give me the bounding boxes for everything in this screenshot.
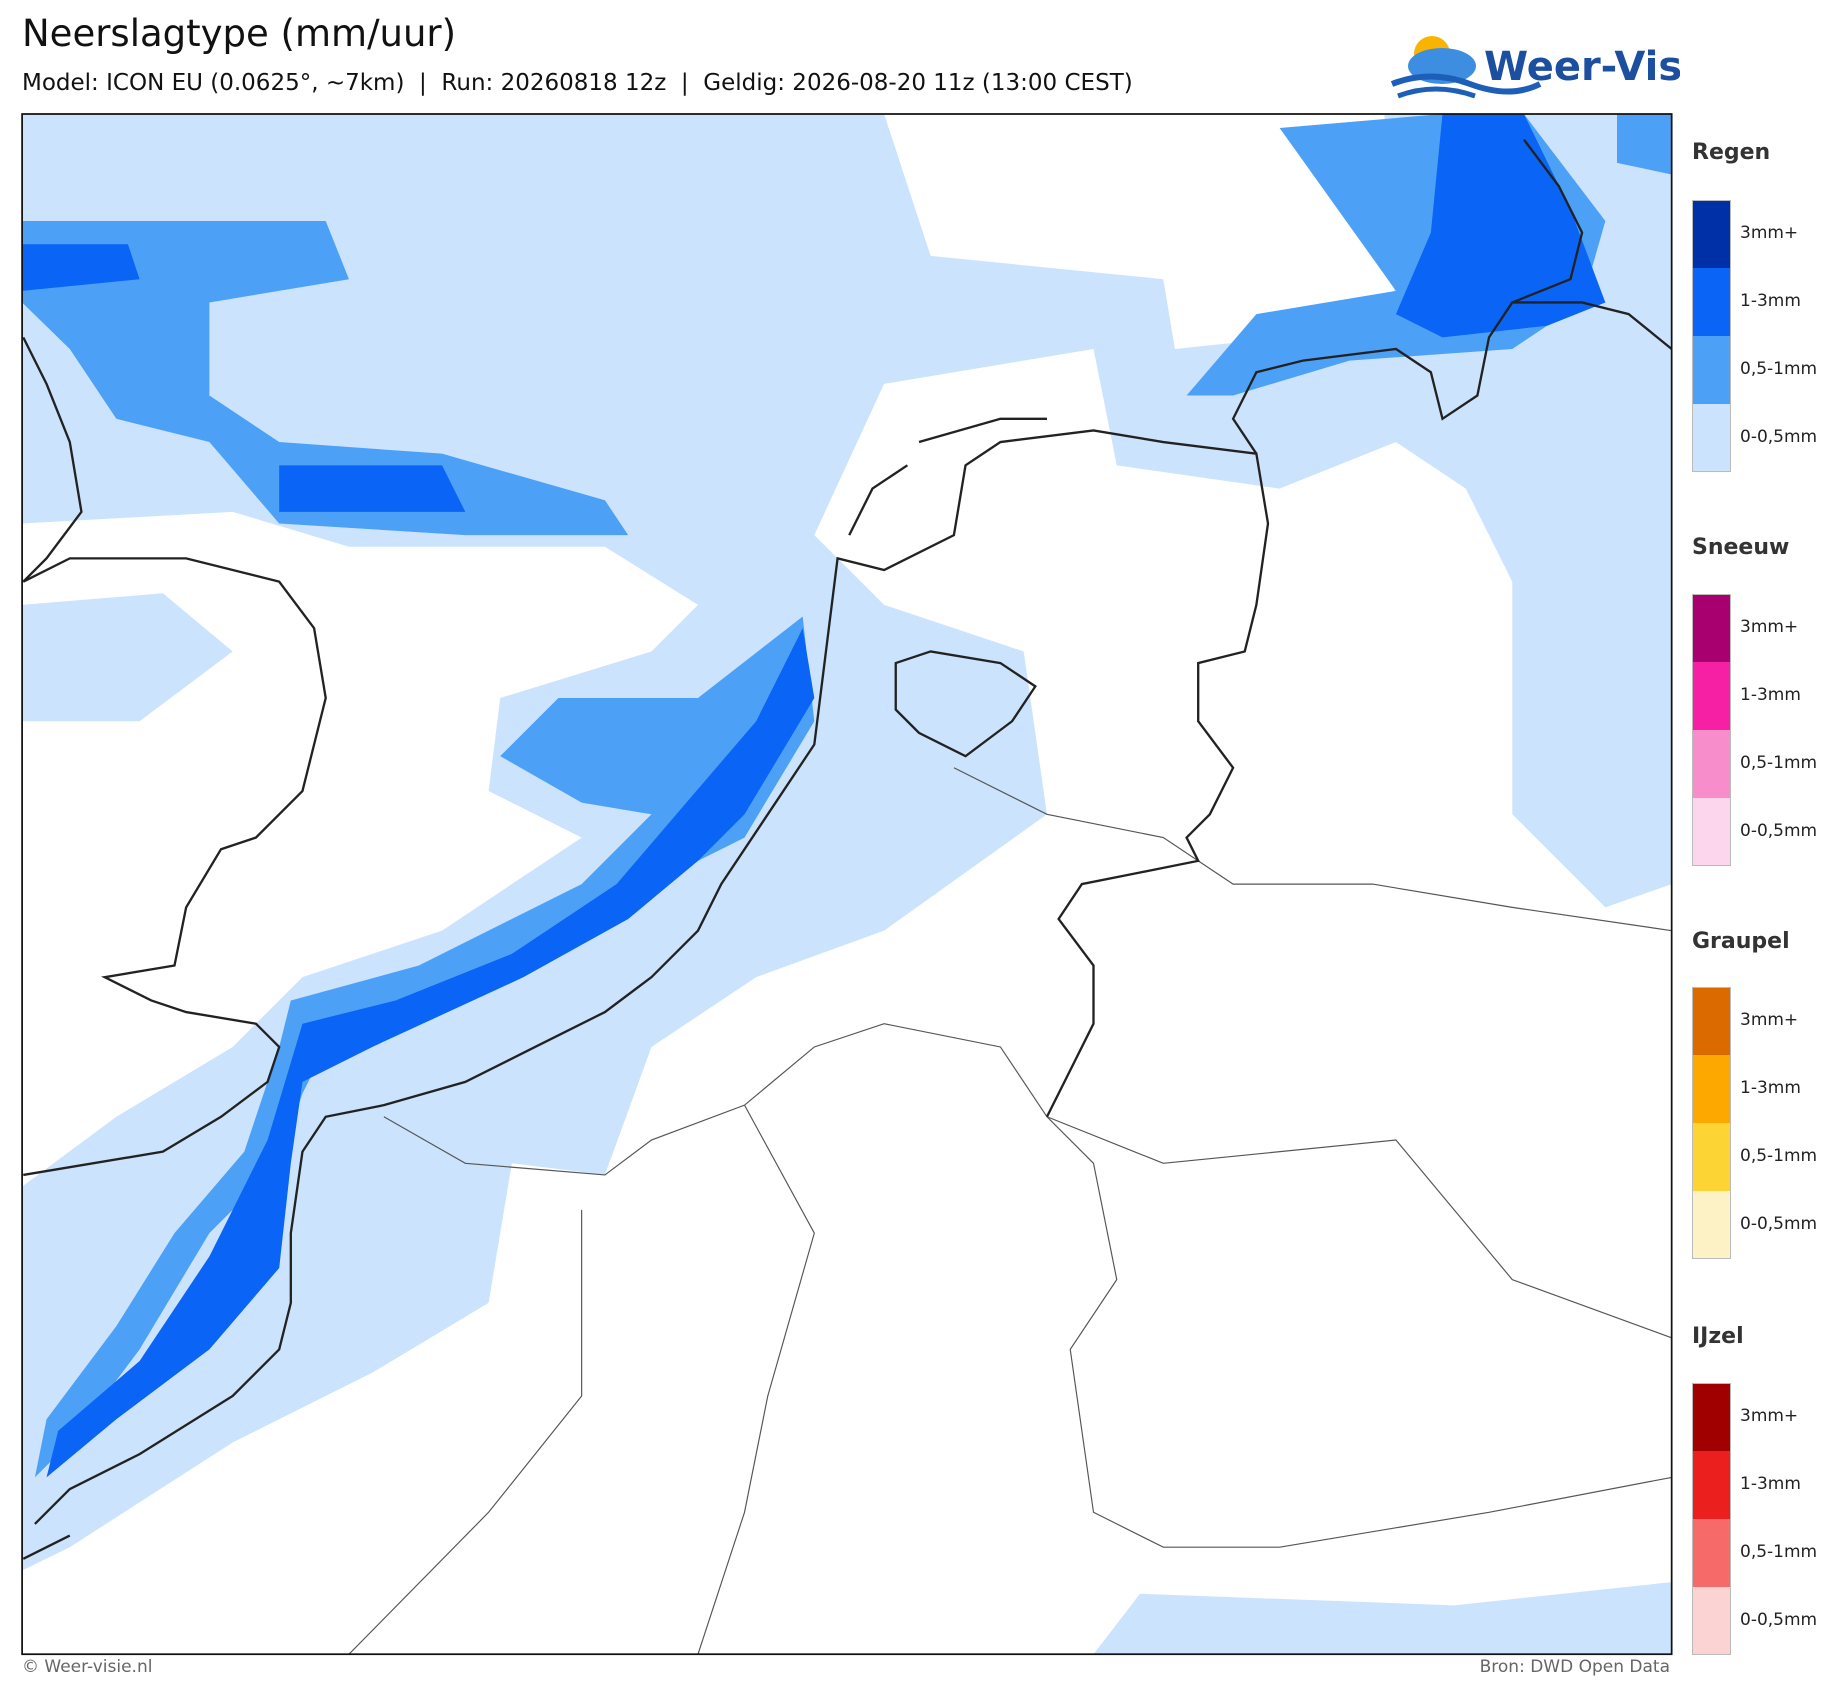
- legend-label: 0-0,5mm: [1740, 1214, 1818, 1234]
- legend-label: 0,5-1mm: [1740, 753, 1818, 773]
- legend: Regen 3mm+ 1-3mm 0,5-1mm 0-0,5mm Sneeuw 3mm+ 1-…: [1692, 0, 1824, 1681]
- legend-label: 3mm+: [1740, 1010, 1799, 1030]
- logo: Weer-Visie: [1390, 36, 1680, 99]
- legend-frame: [1692, 594, 1731, 866]
- legend-title: Regen: [1692, 140, 1771, 165]
- legend-swatch: [1692, 1587, 1731, 1655]
- precip-heavy: [22, 114, 1606, 1478]
- legend-title: IJzel: [1692, 1324, 1744, 1349]
- legend-swatch: [1692, 200, 1731, 268]
- legend-swatch: [1692, 798, 1731, 866]
- legend-label: 0,5-1mm: [1740, 359, 1818, 379]
- legend-label: 0,5-1mm: [1740, 1542, 1818, 1562]
- legend-label: 1-3mm: [1740, 685, 1801, 705]
- legend-frame: [1692, 200, 1731, 472]
- legend-label: 3mm+: [1740, 223, 1799, 243]
- legend-swatch: [1692, 1123, 1731, 1191]
- legend-frame: [1692, 1383, 1731, 1655]
- legend-label: 3mm+: [1740, 617, 1799, 637]
- legend-label: 0-0,5mm: [1740, 1610, 1818, 1630]
- legend-swatch: [1692, 730, 1731, 798]
- legend-swatch: [1692, 662, 1731, 730]
- legend-swatch: [1692, 268, 1731, 336]
- legend-label: 1-3mm: [1740, 291, 1801, 311]
- legend-swatch: [1692, 1055, 1731, 1123]
- legend-label: 3mm+: [1740, 1406, 1799, 1426]
- legend-swatch: [1692, 404, 1731, 472]
- legend-label: 0-0,5mm: [1740, 427, 1818, 447]
- legend-swatch: [1692, 1519, 1731, 1587]
- legend-swatch: [1692, 987, 1731, 1055]
- legend-swatch: [1692, 336, 1731, 404]
- legend-swatch: [1692, 1451, 1731, 1519]
- footer-left: © Weer-visie.nl: [22, 1657, 153, 1677]
- legend-label: 0-0,5mm: [1740, 821, 1818, 841]
- legend-label: 1-3mm: [1740, 1474, 1801, 1494]
- title: Neerslagtype (mm/uur): [22, 12, 457, 55]
- legend-title: Sneeuw: [1692, 535, 1790, 560]
- coastlines: [22, 138, 1673, 1560]
- logo-text: Weer-Visie: [1484, 44, 1680, 90]
- subtitle: Model: ICON EU (0.0625°, ~7km) | Run: 20…: [22, 70, 1133, 96]
- legend-swatch: [1692, 1383, 1731, 1451]
- borders: [348, 767, 1672, 1655]
- legend-label: 0,5-1mm: [1740, 1146, 1818, 1166]
- legend-swatch: [1692, 1191, 1731, 1259]
- legend-frame: [1692, 987, 1731, 1259]
- footer-right: Bron: DWD Open Data: [1479, 1657, 1670, 1677]
- legend-label: 1-3mm: [1740, 1078, 1801, 1098]
- legend-swatch: [1692, 594, 1731, 662]
- legend-title: Graupel: [1692, 929, 1790, 954]
